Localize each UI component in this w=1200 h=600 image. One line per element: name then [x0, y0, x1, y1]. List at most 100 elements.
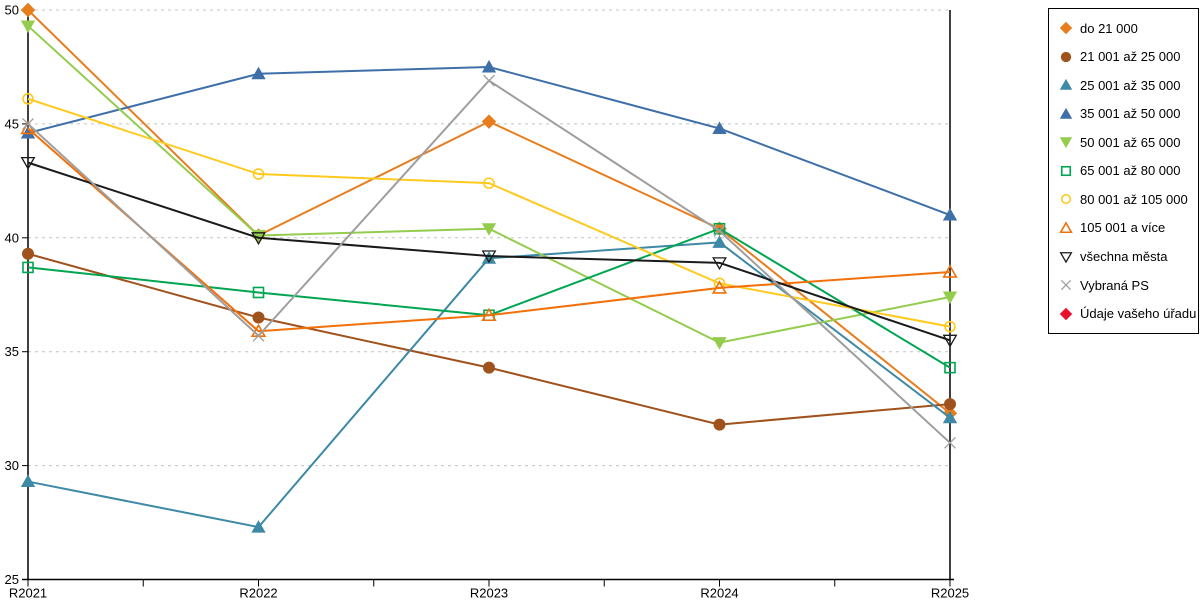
legend-label: 21 001 až 25 000: [1080, 49, 1181, 65]
legend-item-5: 50 001 až 65 000: [1058, 131, 1198, 153]
legend-label: 65 001 až 80 000: [1080, 163, 1181, 179]
y-axis-label: 45: [5, 116, 19, 131]
circle-marker-icon: [944, 398, 956, 411]
square-icon: [1060, 165, 1072, 176]
circle-marker-icon: [483, 177, 495, 189]
legend-label: 35 001 až 50 000: [1080, 106, 1181, 122]
triangle-up-marker-icon: [942, 208, 958, 221]
x-axis-label: R2024: [700, 586, 738, 600]
square-marker-icon: [22, 261, 34, 274]
legend-item-6: 65 001 až 80 000: [1058, 160, 1198, 182]
triangle-up-marker-icon: [712, 235, 727, 248]
x-axis-label: R2025: [931, 586, 969, 600]
triangle-up-marker-icon: [1059, 221, 1073, 234]
series-35-001-až-50-000: [20, 59, 958, 221]
legend-item-10: Vybraná PS: [1058, 274, 1198, 296]
series-všechna-města: [20, 156, 958, 348]
circle-marker-icon: [713, 418, 726, 431]
series-line: [27, 65, 951, 216]
triangle-up-marker-icon: [942, 410, 958, 424]
x-marker-icon: [483, 74, 495, 87]
triangle-up-marker-icon: [1059, 79, 1073, 91]
legend-label: všechna města: [1080, 249, 1168, 265]
y-axis-label: 30: [5, 458, 19, 473]
triangle-down-marker-icon: [942, 334, 958, 348]
triangle-down-marker-icon: [20, 20, 36, 33]
square-marker-icon: [252, 286, 265, 299]
triangle-up-marker-icon: [251, 66, 266, 80]
y-axis-label: 25: [5, 572, 19, 587]
circle-icon: [1060, 51, 1072, 62]
series-21-001-až-25-000: [22, 247, 956, 431]
triangle-up-marker-icon: [251, 520, 266, 533]
x-axis-label: R2022: [239, 586, 277, 600]
legend-box: do 21 000 21 001 až 25 000 25 001 až 35 00…: [1048, 8, 1199, 334]
triangle-down-marker-icon: [251, 232, 266, 246]
circle-marker-icon: [1060, 51, 1072, 62]
series-line: [27, 25, 951, 344]
circle-marker-icon: [22, 247, 34, 260]
circle-icon: [1060, 194, 1072, 205]
triangle-down-marker-icon: [712, 337, 727, 350]
legend-item-7: 80 001 až 105 000: [1058, 188, 1198, 210]
series-Vybraná-PS: [22, 74, 956, 449]
legend-label: 50 001 až 65 000: [1080, 134, 1181, 150]
legend-item-1: do 21 000: [1058, 17, 1198, 39]
triangle-up-icon: [1059, 221, 1073, 234]
legend-label: do 21 000: [1080, 20, 1138, 36]
legend-item-3: 25 001 až 35 000: [1058, 74, 1198, 96]
triangle-down-marker-icon: [20, 156, 36, 170]
diamond-marker-icon: [481, 114, 497, 129]
triangle-up-marker-icon: [1059, 107, 1073, 119]
y-axis-label: 50: [5, 3, 19, 18]
triangle-up-marker-icon: [942, 264, 958, 278]
series-line: [27, 127, 951, 333]
triangle-up-marker-icon: [481, 59, 497, 73]
x-axis-label: R2021: [9, 586, 47, 600]
series-80-001-až-105-000: [22, 93, 956, 333]
legend-label: Údaje vašeho úřadu: [1080, 306, 1197, 322]
legend-item-8: 105 001 a více: [1058, 217, 1198, 239]
triangle-down-icon: [1059, 251, 1073, 263]
x-marker-icon: [22, 117, 34, 130]
series-line: [27, 161, 951, 342]
x-axis-label: R2023: [470, 586, 508, 600]
square-marker-icon: [944, 361, 956, 374]
triangle-down-marker-icon: [712, 257, 727, 271]
legend-label: Vybraná PS: [1080, 277, 1149, 293]
circle-marker-icon: [944, 320, 956, 333]
triangle-down-icon: [1059, 137, 1073, 149]
x-icon: [1060, 279, 1072, 291]
triangle-down-marker-icon: [481, 223, 497, 236]
diamond-marker-icon: [1059, 22, 1073, 35]
circle-marker-icon: [1060, 194, 1072, 205]
circle-marker-icon: [252, 168, 265, 180]
triangle-up-icon: [1059, 79, 1073, 91]
series-line: [27, 252, 951, 426]
diamond-icon: [1059, 22, 1073, 35]
legend-item-11: Údaje vašeho úřadu: [1058, 303, 1198, 325]
triangle-up-marker-icon: [711, 280, 728, 294]
square-marker-icon: [1060, 165, 1072, 176]
legend-item-4: 35 001 až 50 000: [1058, 103, 1198, 125]
legend-label: 105 001 a více: [1080, 220, 1166, 236]
y-axis-label: 35: [5, 344, 19, 359]
circle-marker-icon: [483, 361, 495, 374]
triangle-down-marker-icon: [1059, 137, 1073, 149]
x-marker-icon: [1060, 279, 1072, 291]
legend-label: 80 001 až 105 000: [1080, 191, 1188, 207]
circle-marker-icon: [252, 311, 265, 324]
x-marker-icon: [252, 329, 265, 342]
triangle-up-icon: [1059, 107, 1073, 119]
x-marker-icon: [713, 225, 726, 237]
diamond-marker-icon: [1059, 307, 1073, 320]
legend-label: 25 001 až 35 000: [1080, 77, 1181, 93]
series-line: [27, 97, 951, 328]
triangle-up-marker-icon: [712, 121, 727, 134]
triangle-down-marker-icon: [481, 250, 497, 264]
triangle-down-marker-icon: [1059, 251, 1073, 263]
triangle-up-marker-icon: [20, 474, 36, 488]
diamond-icon: [1059, 307, 1073, 320]
